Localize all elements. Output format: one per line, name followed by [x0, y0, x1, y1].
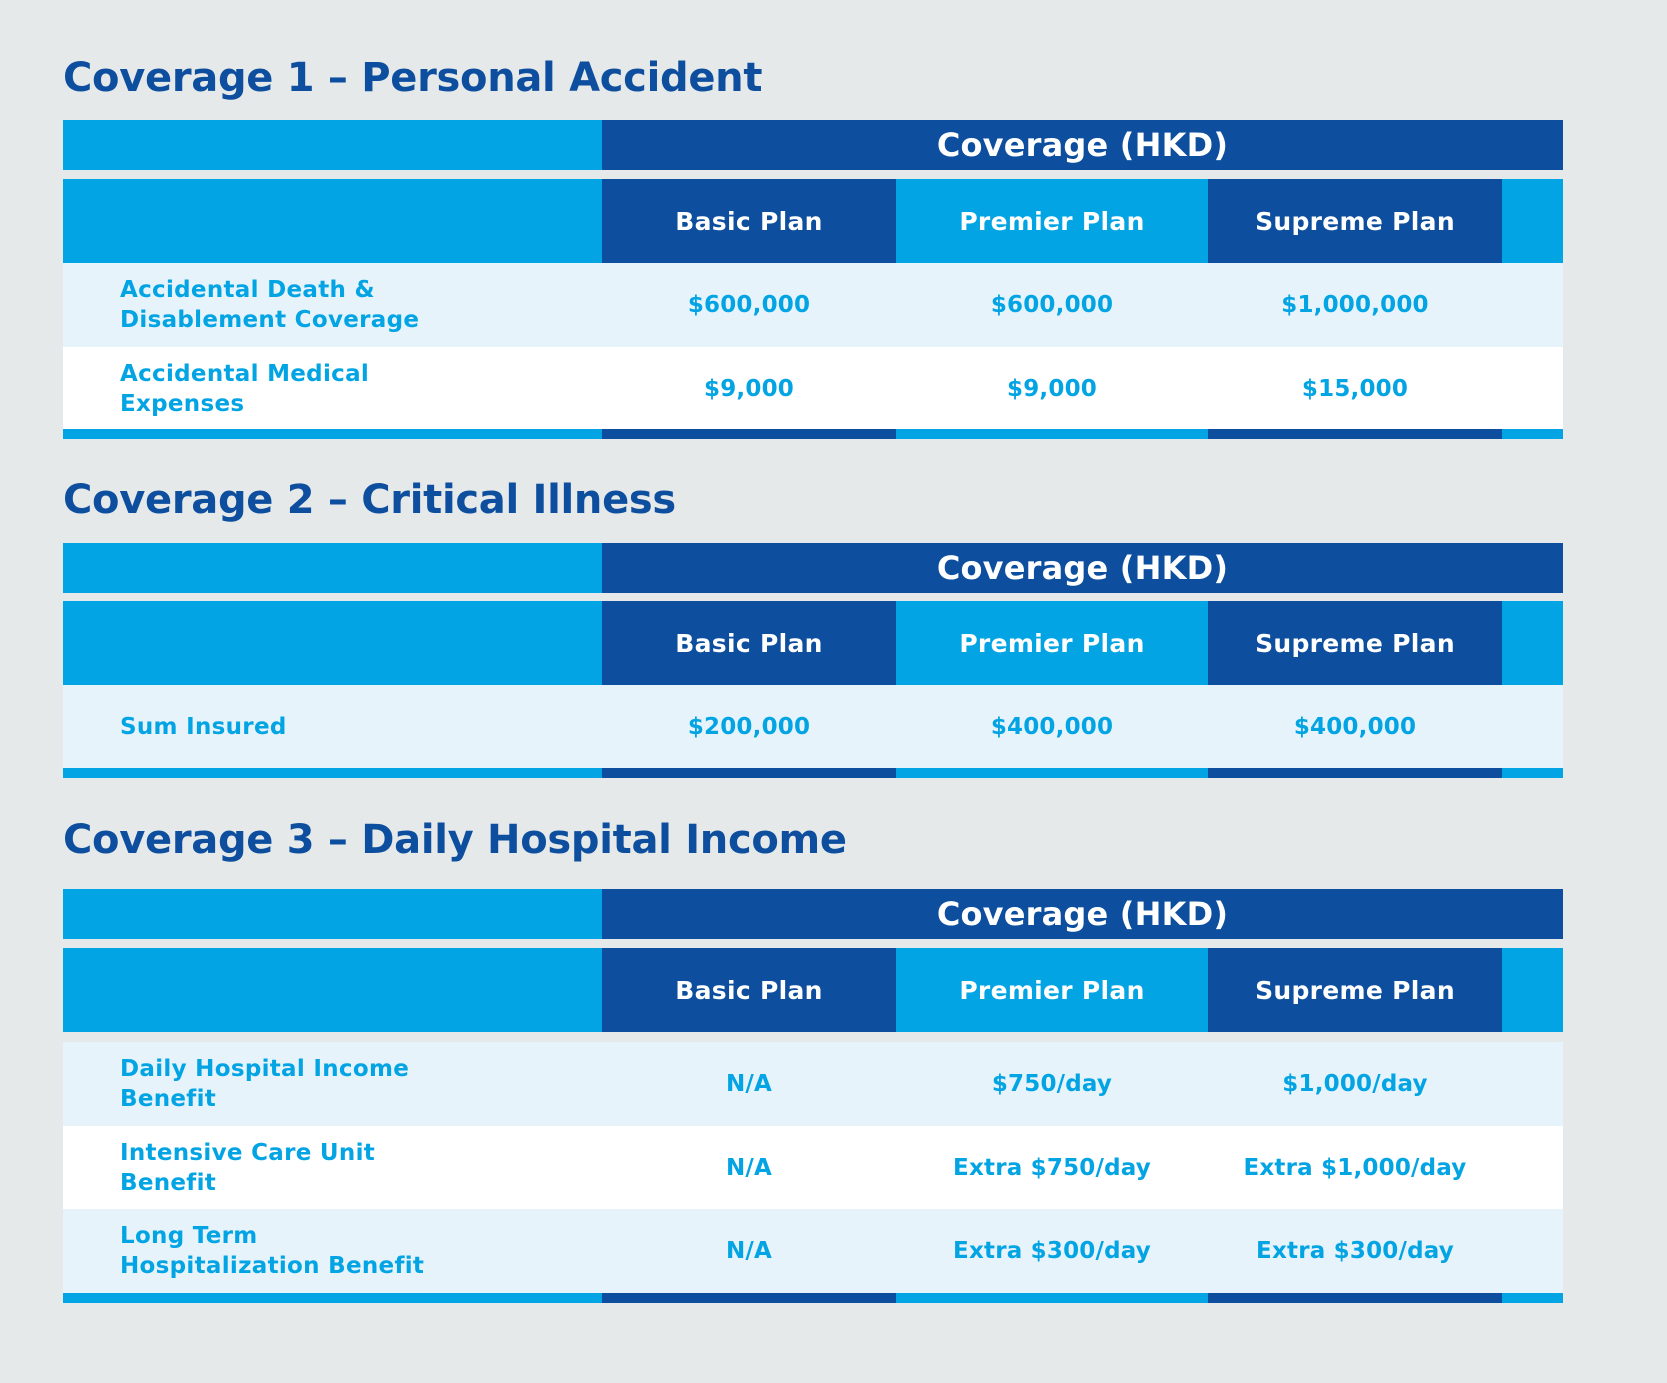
value-supreme: Extra $1,000/day: [1243, 1155, 1467, 1181]
bottom-bar-supreme: [1208, 1293, 1502, 1303]
section-title-daily-hospital-income: Coverage 3 – Daily Hospital Income: [63, 817, 847, 863]
value-supreme: $1,000/day: [1282, 1071, 1428, 1097]
bottom-bar-basic: [602, 768, 896, 778]
row-label: Sum Insured: [120, 714, 287, 740]
value-basic: N/A: [725, 1238, 773, 1264]
value-basic: $200,000: [687, 714, 811, 740]
coverage-table-personal-accident: Coverage (HKD) Basic Plan Premier Plan S…: [63, 120, 1563, 439]
row-label: Accidental Medical Expenses: [120, 361, 370, 417]
table-row: Daily Hospital Income Benefit N/A $750/d…: [63, 1042, 1563, 1126]
row-label: Accidental Death & Disablement Coverage: [120, 277, 420, 333]
table-row: Accidental Medical Expenses $9,000 $9,00…: [63, 347, 1563, 431]
bottom-bar-supreme: [1208, 768, 1502, 778]
value-supreme: $15,000: [1301, 376, 1409, 402]
value-supreme: $400,000: [1293, 714, 1417, 740]
row-label: Intensive Care Unit Benefit: [120, 1140, 376, 1196]
bottom-bar-supreme: [1208, 429, 1502, 439]
coverage-table-daily-hospital-income: Coverage (HKD) Basic Plan Premier Plan S…: [63, 889, 1563, 1303]
plan-header-supreme: Supreme Plan: [1208, 601, 1502, 685]
coverage-table-critical-illness: Coverage (HKD) Basic Plan Premier Plan S…: [63, 543, 1563, 778]
coverage-header: Coverage (HKD): [602, 543, 1563, 593]
plan-header-premier: Premier Plan: [896, 601, 1208, 685]
plan-header-premier: Premier Plan: [896, 948, 1208, 1032]
value-premier: Extra $300/day: [953, 1238, 1151, 1264]
value-supreme: Extra $300/day: [1256, 1238, 1454, 1264]
plan-header-premier: Premier Plan: [896, 179, 1208, 263]
row-label: Daily Hospital Income Benefit: [120, 1056, 410, 1112]
value-basic: $600,000: [687, 292, 811, 318]
value-basic: $9,000: [704, 376, 794, 402]
value-basic: N/A: [725, 1155, 773, 1181]
bottom-bar-basic: [602, 429, 896, 439]
plan-header-basic: Basic Plan: [602, 948, 896, 1032]
table-row: Long Term Hospitalization Benefit N/A Ex…: [63, 1209, 1563, 1293]
coverage-header: Coverage (HKD): [602, 889, 1563, 939]
plan-header-basic: Basic Plan: [602, 601, 896, 685]
section-title-personal-accident: Coverage 1 – Personal Accident: [63, 55, 763, 101]
coverage-header: Coverage (HKD): [602, 120, 1563, 170]
value-premier: $750/day: [991, 1071, 1113, 1097]
value-supreme: $1,000,000: [1281, 292, 1429, 318]
table-row: Intensive Care Unit Benefit N/A Extra $7…: [63, 1126, 1563, 1210]
value-premier: $400,000: [990, 714, 1114, 740]
value-basic: N/A: [725, 1071, 773, 1097]
section-title-critical-illness: Coverage 2 – Critical Illness: [63, 477, 676, 523]
value-premier: $9,000: [1007, 376, 1097, 402]
plan-header-basic: Basic Plan: [602, 179, 896, 263]
row-label: Long Term Hospitalization Benefit: [120, 1223, 425, 1279]
plan-header-supreme: Supreme Plan: [1208, 948, 1502, 1032]
value-premier: $600,000: [990, 292, 1114, 318]
plan-header-supreme: Supreme Plan: [1208, 179, 1502, 263]
value-premier: Extra $750/day: [953, 1155, 1151, 1181]
table-row: Accidental Death & Disablement Coverage …: [63, 263, 1563, 347]
table-row: Sum Insured $200,000 $400,000 $400,000: [63, 685, 1563, 769]
bottom-bar-basic: [602, 1293, 896, 1303]
